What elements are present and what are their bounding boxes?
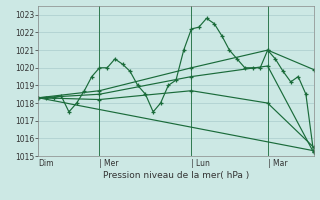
X-axis label: Pression niveau de la mer( hPa ): Pression niveau de la mer( hPa ): [103, 171, 249, 180]
